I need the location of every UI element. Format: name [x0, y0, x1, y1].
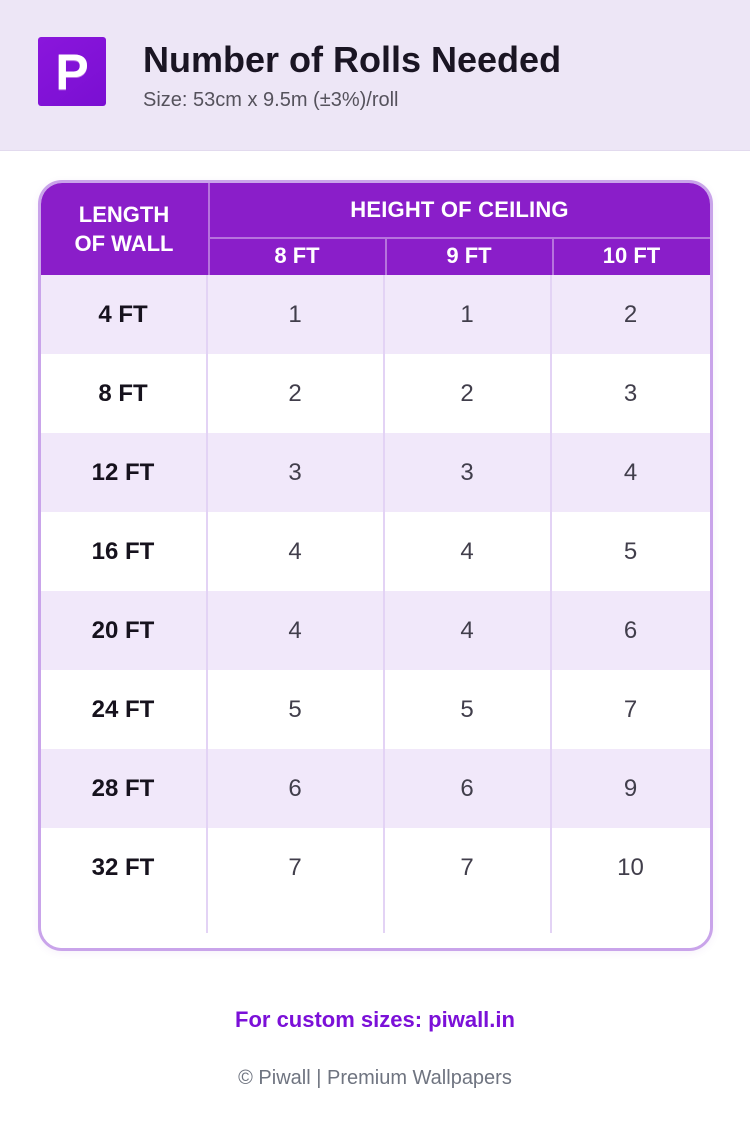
cell-value: 4	[208, 591, 385, 670]
header-band: P Number of Rolls Needed Size: 53cm x 9.…	[0, 0, 750, 151]
cell-value: 7	[208, 828, 385, 907]
cell-value: 7	[623, 695, 638, 723]
cell-value: 7	[385, 828, 552, 907]
cell-value: 4	[385, 512, 552, 591]
row-label: 4 FT	[41, 275, 208, 354]
table-header: LENGTH OF WALL HEIGHT OF CEILING 8 FT 9 …	[40, 183, 710, 275]
table-bottom-padding	[40, 907, 710, 948]
row-label: 16 FT	[41, 512, 208, 591]
column-group-header: HEIGHT OF CEILING	[350, 197, 569, 222]
cell-value: 6	[208, 749, 385, 828]
cell-value: 5	[208, 670, 385, 749]
page-title: Number of Rolls Needed	[143, 39, 562, 80]
row-label: 12 FT	[41, 433, 208, 512]
row-label: 28 FT	[41, 749, 208, 828]
cell-value: 9	[623, 774, 638, 802]
cell-value: 2	[623, 300, 638, 328]
table-row: 4 FT 1 1 2	[40, 275, 710, 354]
table-row: 32 FT 7 7 10	[40, 828, 710, 907]
cell-value: 5	[623, 537, 638, 565]
row-label: 24 FT	[41, 670, 208, 749]
cell-value: 6	[623, 616, 638, 644]
cell-value: 2	[208, 354, 385, 433]
logo-p-icon: P	[55, 43, 89, 100]
copyright-text: © Piwall | Premium Wallpapers	[238, 1067, 512, 1089]
cell-value: 3	[385, 433, 552, 512]
cell-value: 1	[385, 275, 552, 354]
column-header-9ft: 9 FT	[384, 239, 552, 275]
cell-value: 10	[617, 853, 644, 881]
cell-value: 1	[208, 275, 385, 354]
cell-value: 4	[208, 512, 385, 591]
table-row: 8 FT 2 2 3	[40, 354, 710, 433]
cell-value: 3	[623, 379, 638, 407]
row-label: 20 FT	[41, 591, 208, 670]
column-group: HEIGHT OF CEILING 8 FT 9 FT 10 FT	[207, 183, 710, 275]
title-block: Number of Rolls Needed Size: 53cm x 9.5m…	[143, 37, 561, 112]
table-row: 16 FT 4 4 5	[40, 512, 710, 591]
cell-value: 5	[385, 670, 552, 749]
rolls-table-card: LENGTH OF WALL HEIGHT OF CEILING 8 FT 9 …	[37, 180, 713, 951]
piwall-logo: P	[38, 37, 106, 106]
row-label: 8 FT	[41, 354, 208, 433]
row-label: 32 FT	[41, 828, 208, 907]
column-header-8ft: 8 FT	[274, 242, 320, 268]
custom-sizes-text: For custom sizes: piwall.in	[235, 1007, 515, 1032]
table-row: 24 FT 5 5 7	[40, 670, 710, 749]
roll-size-subtitle: Size: 53cm x 9.5m (±3%)/roll	[143, 89, 399, 111]
table-row: 20 FT 4 4 6	[40, 591, 710, 670]
table-row: 28 FT 6 6 9	[40, 749, 710, 828]
row-axis-header: LENGTH OF WALL	[74, 202, 174, 256]
column-headers-row: 8 FT 9 FT 10 FT	[209, 237, 710, 275]
cell-value: 4	[385, 591, 552, 670]
cell-value: 3	[208, 433, 385, 512]
cell-value: 6	[385, 749, 552, 828]
table-row: 12 FT 3 3 4	[40, 433, 710, 512]
column-header-10ft: 10 FT	[551, 239, 710, 275]
cell-value: 2	[385, 354, 552, 433]
cell-value: 4	[623, 458, 638, 486]
